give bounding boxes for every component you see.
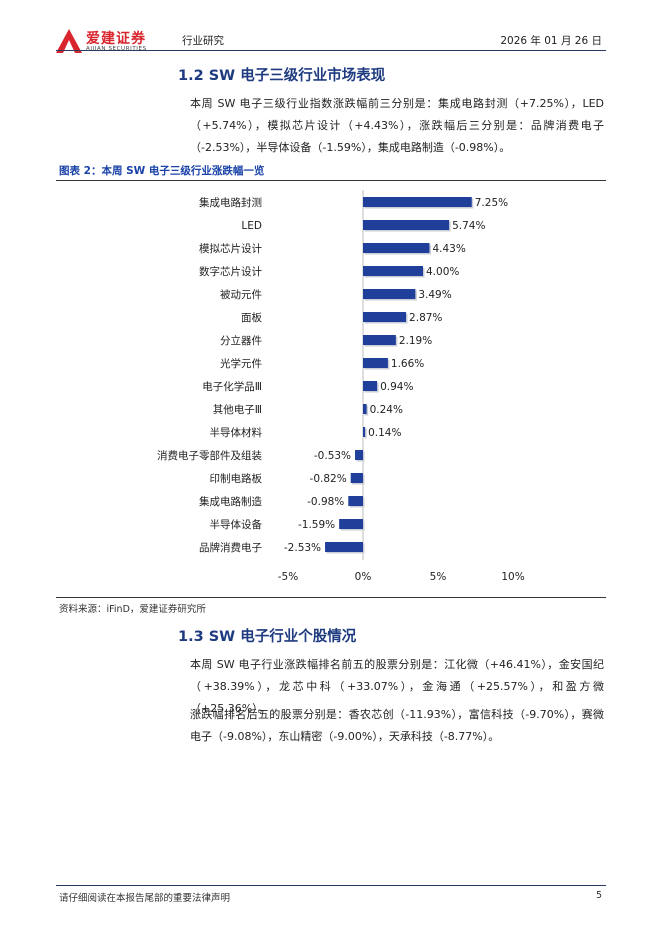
value-label: -0.98%: [307, 496, 344, 508]
category-label: 半导体设备: [210, 518, 263, 531]
value-label: 4.43%: [432, 243, 465, 255]
category-label: 印制电路板: [210, 472, 263, 485]
category-label: 其他电子Ⅲ: [213, 403, 262, 416]
bar-13: [348, 496, 363, 506]
category-label: 半导体材料: [210, 426, 263, 439]
bar-5: [363, 312, 407, 322]
logo-mark-icon: [56, 29, 82, 53]
category-label: 模拟芯片设计: [199, 242, 262, 255]
category-label: 品牌消费电子: [199, 541, 262, 554]
industry-change-bar-chart: 集成电路封测 LED 模拟芯片设计数字芯片设计被动元件面板分立器件光学元件电子化学品…: [157, 190, 525, 583]
page-number: 5: [595, 890, 602, 901]
value-label: -0.82%: [310, 473, 347, 485]
footer-disclaimer: 请仔细阅读在本报告尾部的重要法律声明: [59, 893, 231, 904]
category-label: 数字芯片设计: [199, 265, 262, 278]
category-label: 光学元件: [220, 357, 262, 370]
value-label: 0.14%: [368, 427, 401, 439]
value-label: 0.24%: [370, 404, 403, 416]
bar-7: [363, 358, 388, 368]
value-label: 3.49%: [418, 289, 451, 301]
logo-name-cn: 爱建证券: [86, 31, 146, 47]
figure-bottom-rule: [56, 597, 606, 598]
figure-title: 图表 2：本周 SW 电子三级行业涨跌幅一览: [59, 165, 265, 177]
bar-shadow: [364, 428, 367, 439]
section-1-3-paragraph-1: 本周 SW 电子行业涨跌幅排名前五的股票分别是：江化微（+46.41%），金安国…: [190, 658, 604, 715]
value-label: 1.66%: [391, 358, 424, 370]
category-label: 被动元件: [220, 288, 262, 301]
bar-4: [363, 289, 416, 299]
bar-9: [363, 404, 367, 414]
bar-3: [363, 266, 423, 276]
logo-name-en: AIJIAN SECURITIES: [86, 46, 147, 52]
category-label: 集成电路封测: [199, 196, 262, 209]
bar-12: [350, 473, 363, 483]
value-label: -0.53%: [314, 450, 351, 462]
company-logo: 爱建证券 AIJIAN SECURITIES: [56, 28, 166, 54]
x-tick-label: 0%: [355, 571, 372, 583]
bar-2: [363, 243, 430, 253]
section-1-2-paragraph: 本周 SW 电子三级行业指数涨跌幅前三分别是：集成电路封测（+7.25%），LE…: [190, 97, 604, 154]
category-label: 电子化学品Ⅲ: [202, 380, 262, 393]
value-label: 2.87%: [409, 312, 442, 324]
bar-0: [363, 197, 472, 207]
value-label: 4.00%: [426, 266, 459, 278]
footer-divider: [56, 885, 606, 886]
report-category: 行业研究: [182, 35, 224, 47]
value-label: 7.25%: [475, 197, 508, 209]
bar-6: [363, 335, 396, 345]
bar-8: [363, 381, 378, 391]
x-tick-label: 10%: [501, 571, 524, 583]
value-label: 5.74%: [452, 220, 485, 232]
category-label: 集成电路制造: [199, 495, 262, 508]
x-tick-label: 5%: [430, 571, 447, 583]
figure-top-rule: [56, 180, 606, 181]
value-label: -2.53%: [284, 542, 321, 554]
bar-14: [339, 519, 363, 529]
x-tick-label: -5%: [278, 571, 298, 583]
bar-10: [363, 427, 366, 437]
section-title-1-2: 1.2 SW 电子三级行业市场表现: [178, 68, 386, 84]
section-1-3-paragraph-2: 涨跌幅排名后五的股票分别是：香农芯创（-11.93%），富信科技（-9.70%）…: [190, 708, 604, 743]
header-divider: [56, 50, 606, 51]
category-label: 面板: [241, 311, 262, 324]
category-label: LED: [241, 220, 262, 232]
report-date: 2026 年 01 月 26 日: [500, 35, 602, 47]
value-label: 0.94%: [380, 381, 413, 393]
category-label: 分立器件: [220, 334, 262, 347]
figure-source: 资料来源：iFinD，爱建证券研究所: [59, 604, 206, 615]
value-label: -1.59%: [298, 519, 335, 531]
section-title-1-3: 1.3 SW 电子行业个股情况: [178, 629, 357, 645]
bar-1: [363, 220, 450, 230]
value-label: 2.19%: [399, 335, 432, 347]
category-label: 消费电子零部件及组装: [157, 449, 262, 462]
bar-11: [355, 450, 363, 460]
bar-15: [325, 542, 363, 552]
